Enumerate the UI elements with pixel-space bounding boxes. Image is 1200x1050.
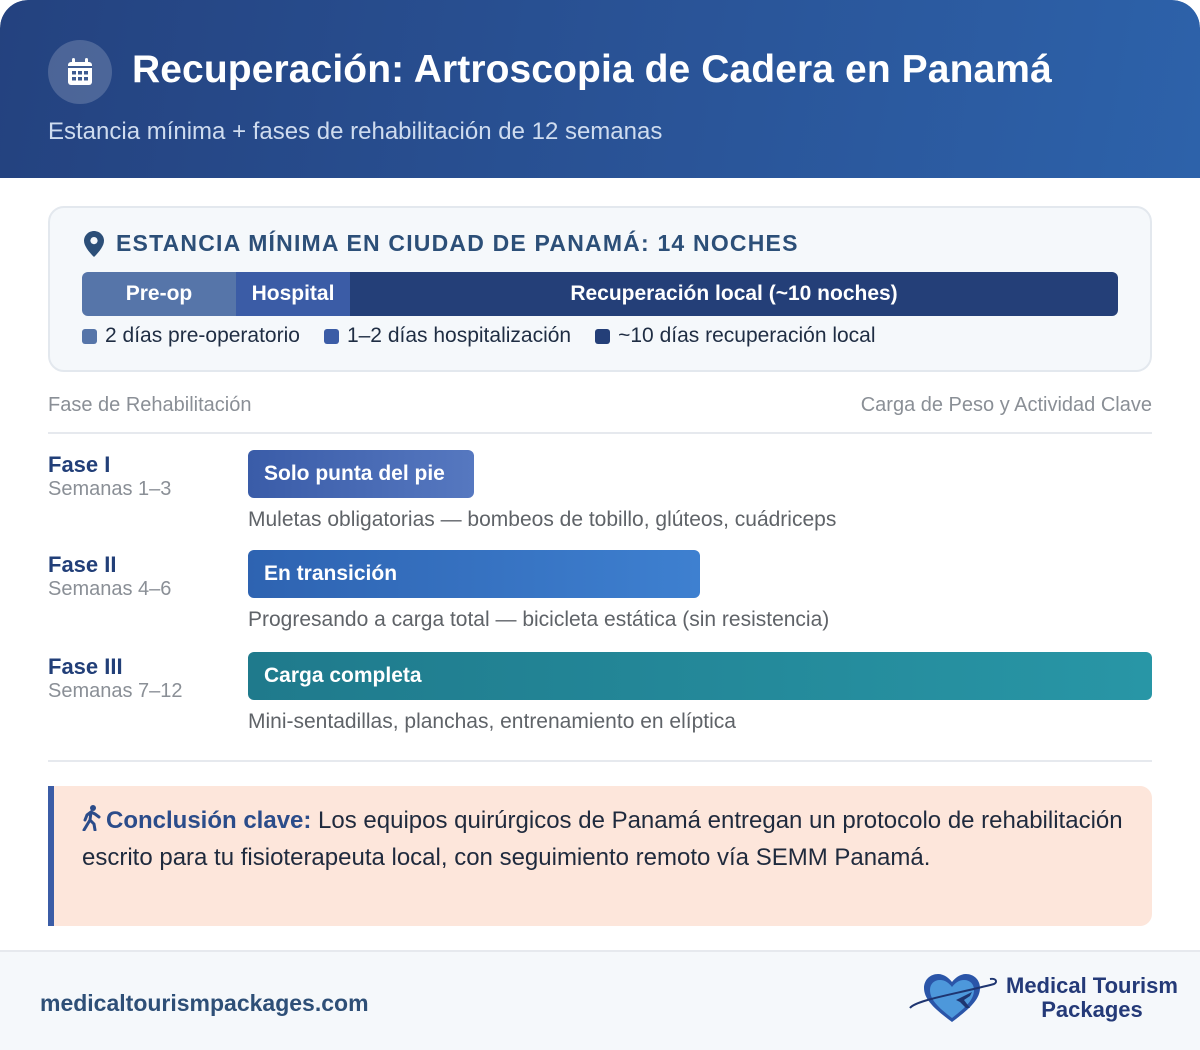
- phase-bar: Carga completa: [248, 652, 1152, 700]
- legend-label: 1–2 días hospitalización: [346, 324, 572, 347]
- minimum-stay-panel: ESTANCIA MÍNIMA EN CIUDAD DE PANAMÁ: 14 …: [48, 206, 1152, 372]
- phase-weeks: Semanas 1–3: [48, 478, 172, 500]
- phase-name: Fase II: [48, 552, 117, 577]
- calendar-icon: [48, 40, 112, 104]
- phase-description: Muletas obligatorias — bombeos de tobill…: [248, 508, 837, 531]
- logo-line-2: Packages: [1041, 997, 1143, 1022]
- phase-bar: Solo punta del pie: [248, 450, 474, 498]
- phase-name: Fase III: [48, 654, 123, 679]
- phase-description: Mini-sentadillas, planchas, entrenamient…: [248, 710, 736, 733]
- phase-name: Fase I: [48, 452, 111, 477]
- footer: medicaltourismpackages.com Medical Touri…: [0, 950, 1200, 1050]
- legend-label: 2 días pre-operatorio: [105, 324, 300, 347]
- legend-swatch: [323, 328, 339, 344]
- heart-airplane-logo-icon: [909, 974, 998, 1022]
- website-link[interactable]: medicaltourismpackages.com: [40, 990, 369, 1016]
- legend-item-recovery: ~10 días recuperación local: [595, 324, 876, 348]
- segment-preop: Pre-op: [82, 272, 236, 316]
- legend-swatch: [595, 328, 611, 344]
- segment-hospital: Hospital: [236, 272, 350, 316]
- phase-weeks: Semanas 7–12: [48, 680, 183, 702]
- legend-swatch: [82, 328, 97, 344]
- stay-legend: 2 días pre-operatorio 1–2 días hospitali…: [82, 324, 876, 348]
- column-header-phase: Fase de Rehabilitación: [48, 394, 252, 416]
- legend-label: ~10 días recuperación local: [618, 324, 876, 347]
- walking-person-icon: [82, 805, 101, 831]
- logo-line-1: Medical Tourism: [1006, 973, 1178, 998]
- callout-lead: Conclusión clave:: [106, 807, 312, 834]
- phase-description: Progresando a carga total — bicicleta es…: [248, 608, 830, 631]
- phase-weeks: Semanas 4–6: [48, 578, 172, 600]
- page-title: Recuperación: Artroscopia de Cadera en P…: [132, 48, 1052, 91]
- logo-text: Medical Tourism Packages: [1006, 974, 1178, 1022]
- key-takeaway-callout: Conclusión clave: Los equipos quirúrgico…: [48, 786, 1152, 926]
- legend-item-hospital: 1–2 días hospitalización: [323, 324, 572, 348]
- legend-item-preop: 2 días pre-operatorio: [82, 324, 300, 348]
- stay-title-text: ESTANCIA MÍNIMA EN CIUDAD DE PANAMÁ: 14 …: [116, 230, 799, 256]
- segment-local-recovery: Recuperación local (~10 noches): [350, 272, 1118, 316]
- stay-timeline-bar: Pre-op Hospital Recuperación local (~10 …: [82, 272, 1118, 316]
- divider: [48, 760, 1152, 762]
- header: Recuperación: Artroscopia de Cadera en P…: [0, 0, 1200, 178]
- map-pin-icon: [84, 230, 104, 257]
- divider: [48, 432, 1152, 434]
- page-subtitle: Estancia mínima + fases de rehabilitació…: [48, 118, 663, 145]
- phase-column-headers: Fase de Rehabilitación Carga de Peso y A…: [48, 394, 1152, 417]
- stay-title: ESTANCIA MÍNIMA EN CIUDAD DE PANAMÁ: 14 …: [84, 230, 799, 257]
- callout-text: Los equipos quirúrgicos de Panamá entreg…: [82, 807, 1123, 871]
- phase-bar: En transición: [248, 550, 700, 598]
- brand-logo: Medical Tourism Packages: [906, 972, 1178, 1024]
- column-header-activity: Carga de Peso y Actividad Clave: [860, 394, 1152, 416]
